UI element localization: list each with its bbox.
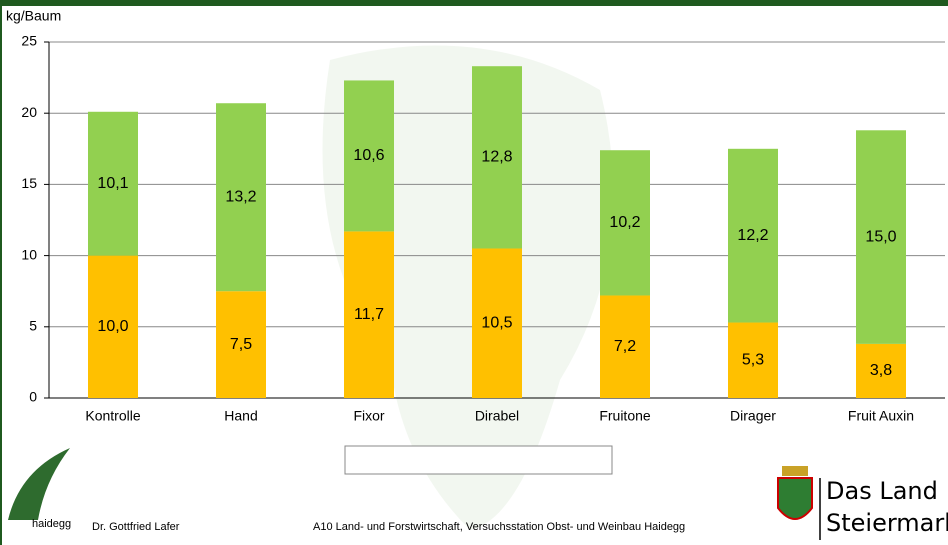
y-tick-label: 25 (21, 33, 37, 49)
value-label: 10,2 (609, 214, 640, 231)
coat-of-arms (777, 477, 813, 520)
value-label: 10,1 (97, 175, 128, 192)
brand-line1: Das Land (826, 477, 938, 505)
value-label: 10,5 (481, 314, 512, 331)
x-tick-label: Kontrolle (85, 408, 140, 424)
bar-segment (88, 111, 138, 256)
author: Dr. Gottfried Lafer (92, 521, 180, 533)
bar-segment (600, 295, 650, 398)
value-label: 11,7 (354, 306, 384, 323)
crown (782, 466, 808, 476)
x-tick-label: Fruit Auxin (848, 408, 914, 424)
y-tick-label: 5 (29, 318, 37, 334)
left-border (0, 0, 2, 545)
value-label: 12,8 (481, 149, 512, 166)
value-label: 7,2 (614, 338, 636, 355)
bar-segment (344, 231, 394, 398)
top-bar (0, 0, 948, 6)
bar-segment (472, 66, 522, 249)
x-tick-label: Dirabel (475, 408, 519, 424)
x-tick-label: Fixor (353, 408, 384, 424)
bar-segment (472, 248, 522, 398)
bar-segment (856, 130, 906, 344)
x-tick-label: Fruitone (599, 408, 651, 424)
y-tick-label: 10 (21, 246, 37, 262)
y-tick-label: 20 (21, 104, 37, 120)
bar-segment (216, 103, 266, 292)
watermark (322, 45, 614, 531)
bar-segment (344, 80, 394, 232)
haidegg-logo (8, 448, 70, 520)
bar-segment (728, 148, 778, 323)
y-tick-label: 0 (29, 389, 37, 405)
bar-segment (728, 322, 778, 398)
bar-segment (856, 343, 906, 398)
brand-line2: Steiermark (826, 509, 948, 537)
y-tick-label: 15 (21, 175, 37, 191)
value-label: 3,8 (870, 362, 892, 379)
value-label: 12,2 (737, 227, 768, 244)
value-label: 10,0 (97, 318, 128, 335)
y-axis-label: kg/Baum (6, 8, 61, 24)
bar-segment (88, 255, 138, 398)
logo-text: haidegg (32, 518, 71, 530)
bar-segment (600, 150, 650, 296)
value-label: 10,6 (353, 147, 384, 164)
value-label: 15,0 (865, 228, 896, 245)
legend-box (344, 445, 613, 475)
value-label: 7,5 (230, 336, 252, 353)
x-tick-label: Dirager (730, 408, 776, 424)
x-tick-label: Hand (224, 408, 257, 424)
institution: A10 Land- und Forstwirtschaft, Versuchss… (313, 521, 685, 533)
value-label: 5,3 (742, 351, 764, 368)
value-label: 13,2 (225, 188, 256, 205)
bar-segment (216, 291, 266, 398)
